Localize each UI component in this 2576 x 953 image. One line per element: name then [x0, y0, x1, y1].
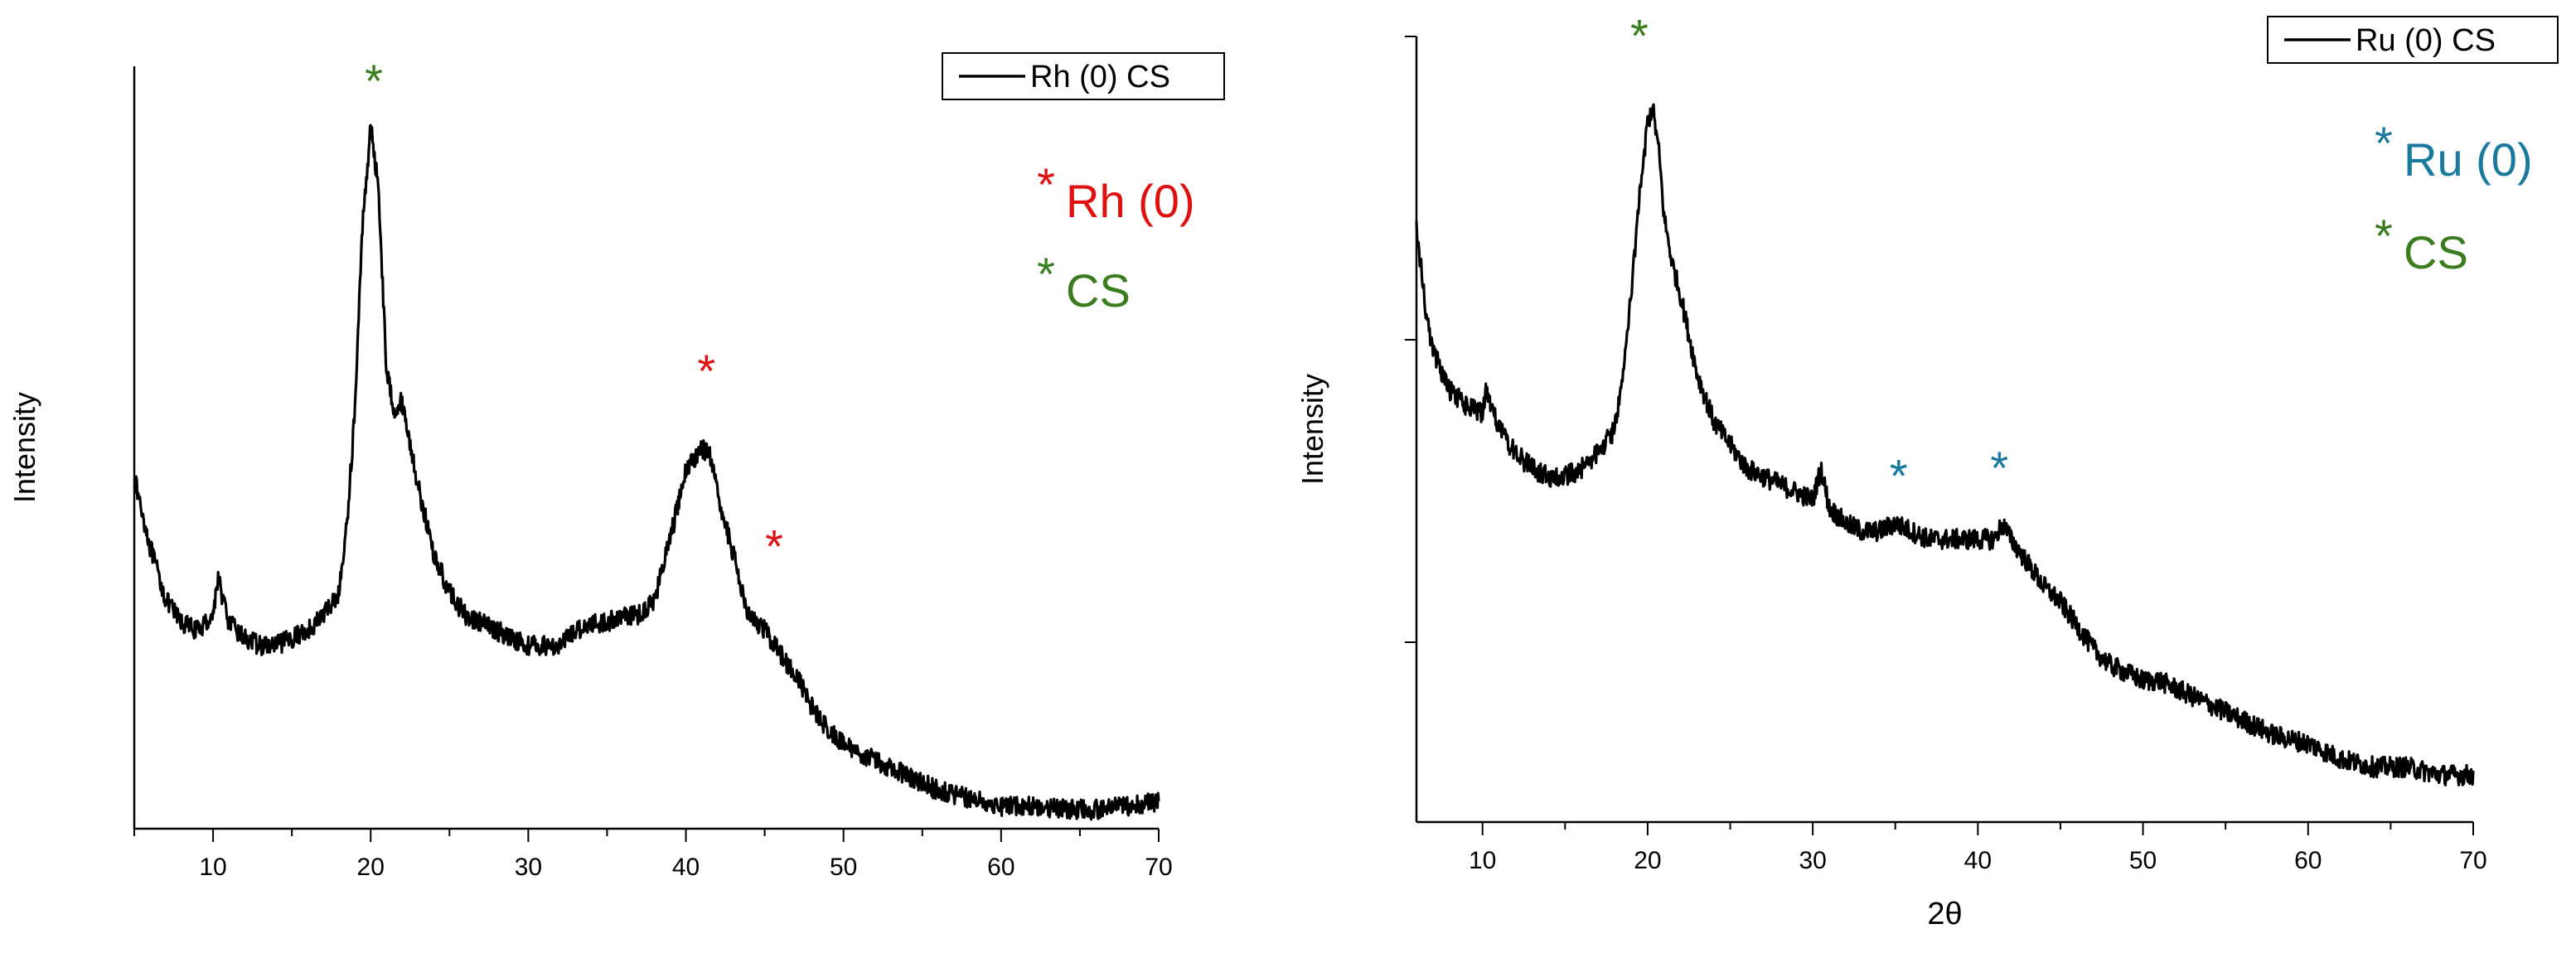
key-label: CS [2404, 226, 2468, 278]
x-tick-label: 20 [1634, 847, 1661, 874]
x-tick-label: 10 [1469, 847, 1496, 874]
x-tick-label: 70 [2459, 847, 2486, 874]
x-tick-label: 50 [830, 854, 857, 881]
legend-entry-label: Rh (0) CS [1030, 60, 1170, 94]
x-tick-label: 20 [357, 854, 385, 881]
x-tick-label: 40 [1964, 847, 1992, 874]
peak-marker-star: * [1890, 449, 1908, 501]
x-axis-label: 2θ [1927, 897, 1962, 931]
peak-marker-star: * [1630, 10, 1649, 62]
x-tick-label: 60 [987, 854, 1014, 881]
key-star: * [2375, 117, 2393, 169]
x-tick-label: 10 [199, 854, 226, 881]
series-line [1415, 103, 2475, 786]
y-axis-label: Intensity [1295, 374, 1329, 485]
key-star: * [1037, 248, 1055, 300]
peak-marker-star: * [1990, 442, 2008, 494]
x-tick-label: 30 [1799, 847, 1826, 874]
key-label: Rh (0) [1066, 175, 1195, 227]
y-axis-label: Intensity [7, 392, 41, 503]
x-tick-label: 30 [515, 854, 542, 881]
key-label: CS [1066, 264, 1131, 317]
key-star: * [1037, 158, 1055, 210]
peak-marker-star: * [365, 55, 383, 107]
x-tick-label: 70 [1145, 854, 1172, 881]
legend-entry-label: Ru (0) CS [2356, 23, 2496, 58]
x-tick-label: 60 [2294, 847, 2322, 874]
peak-marker-star: * [765, 520, 783, 572]
x-tick-label: 50 [2129, 847, 2157, 874]
peak-marker-star: * [697, 345, 715, 397]
key-label: Ru (0) [2404, 133, 2533, 186]
key-star: * [2375, 210, 2393, 262]
series-line [133, 123, 1160, 821]
x-tick-label: 40 [672, 854, 700, 881]
